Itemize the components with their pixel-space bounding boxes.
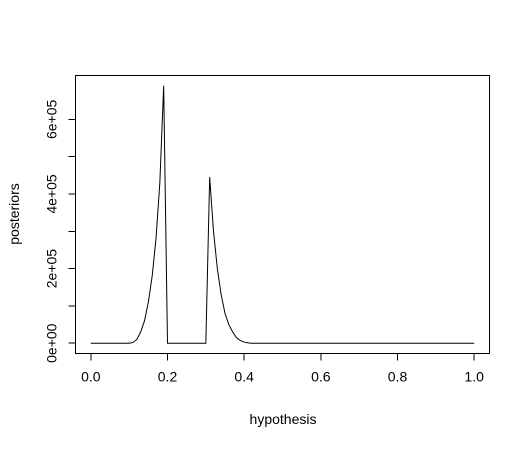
y-tick-label: 0e+00 <box>44 323 60 363</box>
x-tick-label: 0.4 <box>234 369 254 385</box>
y-tick-label: 4e+05 <box>44 174 60 214</box>
x-tick-label: 0.0 <box>81 369 101 385</box>
y-axis-title: posteriors <box>6 183 22 244</box>
x-tick-label: 0.2 <box>158 369 178 385</box>
x-axis-title: hypothesis <box>250 411 317 427</box>
x-tick-label: 1.0 <box>464 369 484 385</box>
x-tick-label: 0.8 <box>388 369 408 385</box>
plot-box <box>75 75 490 354</box>
y-tick-label: 6e+05 <box>44 100 60 140</box>
data-line <box>90 85 475 344</box>
x-tick-label: 0.6 <box>311 369 331 385</box>
y-tick-label: 2e+05 <box>44 249 60 289</box>
